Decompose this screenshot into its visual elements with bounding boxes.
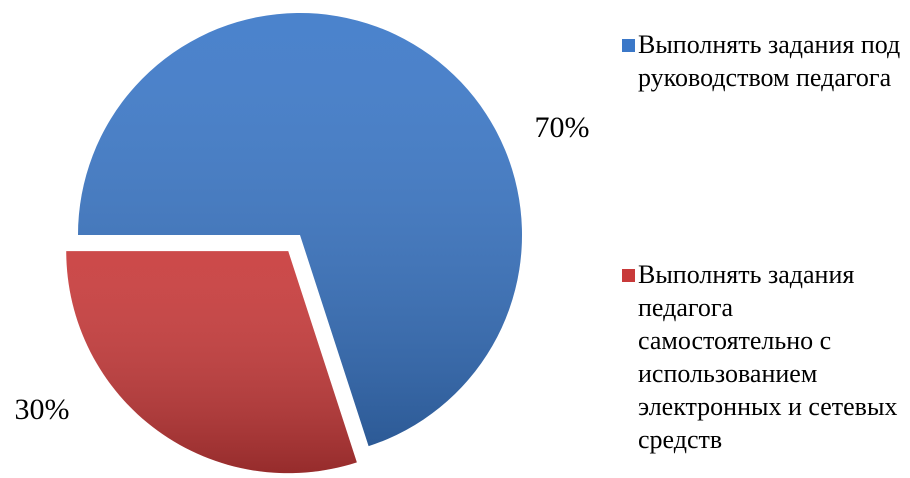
slice-shade [78, 13, 522, 447]
legend-label: Выполнять задания под руководством педаг… [638, 30, 901, 92]
value-label: 30% [15, 393, 70, 426]
slice [66, 251, 357, 474]
slice [78, 13, 522, 447]
legend-swatch [622, 269, 635, 282]
value-label: 70% [535, 111, 590, 144]
legend-label: Выполнять задания педагога самостоятельн… [638, 260, 898, 454]
slice-shade [66, 251, 357, 474]
legend-swatch [622, 39, 635, 52]
